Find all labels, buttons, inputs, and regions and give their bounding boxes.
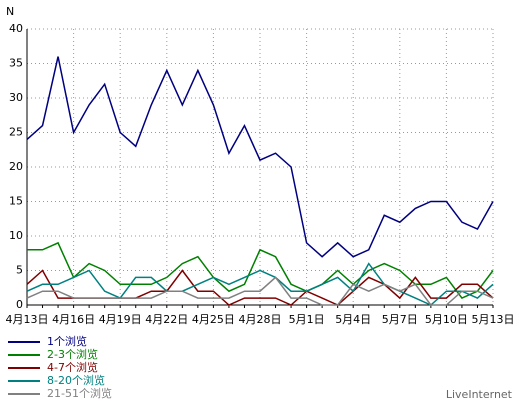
y-tick-label: 35 (9, 57, 23, 70)
y-tick-label: 5 (16, 264, 23, 277)
series-line (26, 56, 494, 258)
legend-label: 21-51个浏览 (47, 386, 112, 400)
series-line (26, 276, 494, 306)
x-tick-label: 4月13日 (6, 313, 49, 326)
series-line (26, 262, 494, 306)
legend-label: 8-20个浏览 (47, 373, 105, 387)
x-tick-label: 5月7日 (382, 313, 418, 326)
y-tick-label: 15 (9, 195, 23, 208)
y-tick-label: 10 (9, 229, 23, 242)
legend-label: 4-7个浏览 (47, 360, 98, 374)
x-tick-label: 4月25日 (192, 313, 235, 326)
x-tick-label: 5月10日 (425, 313, 468, 326)
x-tick-label: 4月16日 (52, 313, 95, 326)
y-tick-label: 40 (9, 22, 23, 35)
footer: LiveInternet (446, 388, 513, 401)
y-tick-label: 25 (9, 126, 23, 139)
y-tick-label: 0 (16, 298, 23, 311)
y-tick-label: 30 (9, 91, 23, 104)
x-tick-label: 4月19日 (99, 313, 142, 326)
x-tick-label: 4月28日 (239, 313, 282, 326)
y-tick-label: 20 (9, 160, 23, 173)
y-axis-label: N (6, 5, 14, 18)
x-tick-label: 5月4日 (335, 313, 371, 326)
legend-label: 2-3个浏览 (47, 347, 98, 361)
legend-label: 1个浏览 (47, 334, 87, 348)
x-tick-label: 4月22日 (145, 313, 188, 326)
x-tick-label: 5月1日 (289, 313, 325, 326)
x-tick-label: 5月13日 (472, 313, 515, 326)
